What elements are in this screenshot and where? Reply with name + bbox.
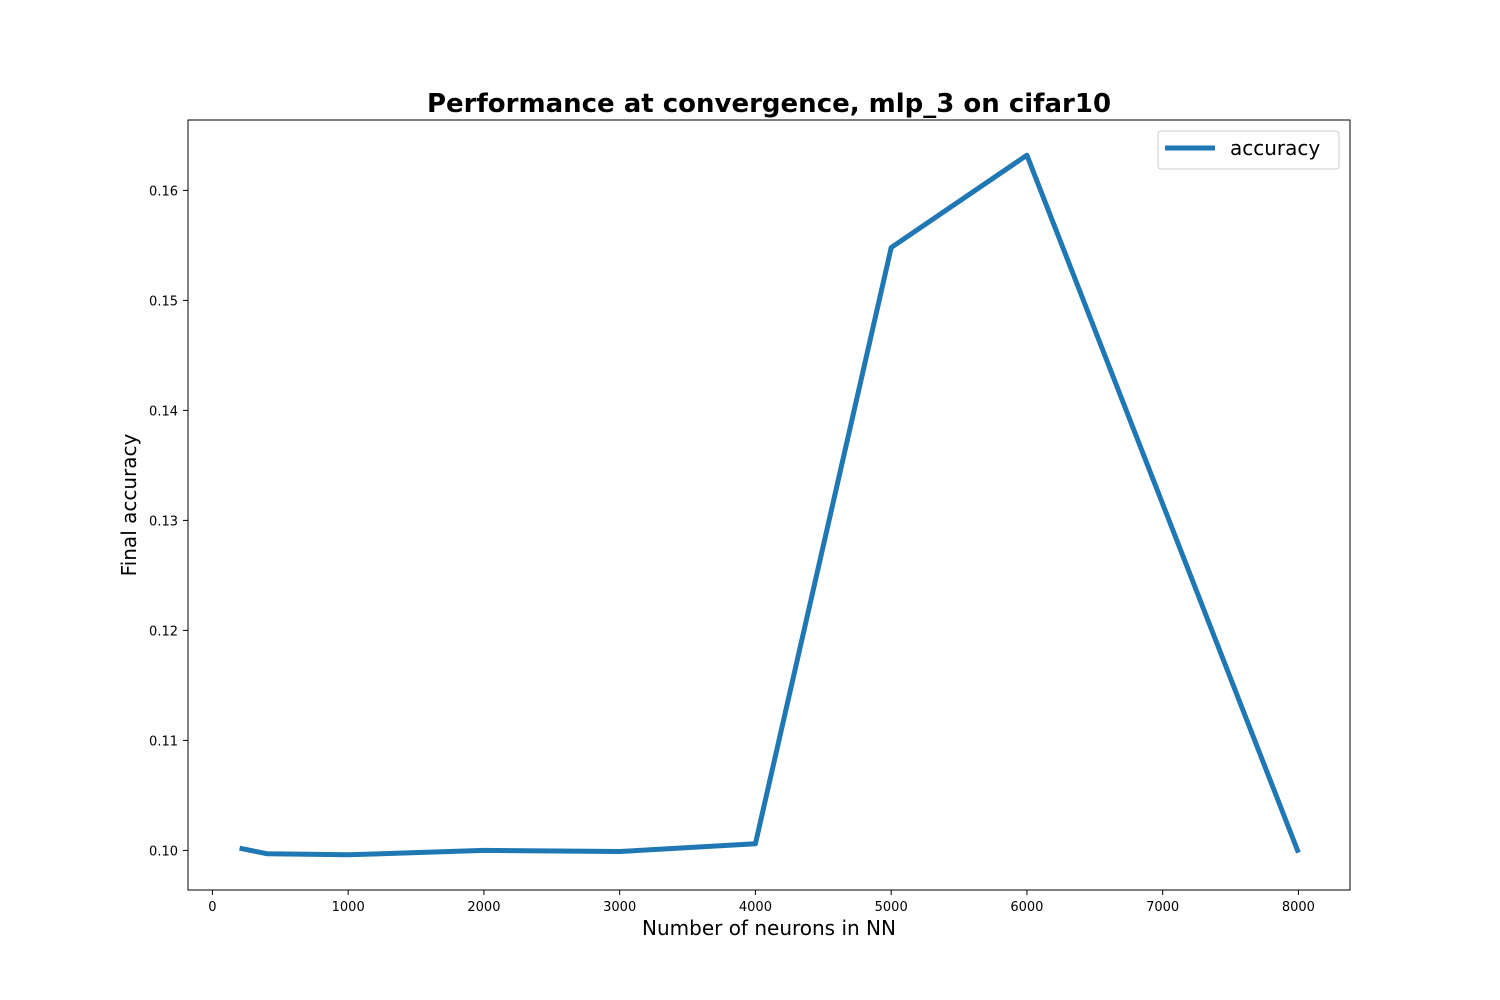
x-tick-label: 5000 [875,900,908,915]
axes-frame [187,119,1351,891]
y-tick-label: 0.10 [149,844,178,859]
y-tick-label: 0.14 [149,404,178,419]
x-axis-title: Number of neurons in NN [642,916,896,940]
legend-label-accuracy: accuracy [1230,136,1320,160]
x-tick-label: 2000 [467,900,500,915]
x-tick-label: 6000 [1010,900,1043,915]
x-tick-label: 8000 [1282,900,1315,915]
series-line-accuracy [239,152,1301,858]
y-tick-label: 0.12 [149,624,178,639]
x-tick-label: 3000 [603,900,636,915]
y-axis-title: Final accuracy [117,433,141,576]
y-tick-label: 0.16 [149,184,178,199]
x-tick-label: 7000 [1146,900,1179,915]
x-axis-ticks: 0 1000 2000 3000 4000 5000 6000 7000 8000 [208,890,1315,915]
series-layer [239,152,1301,858]
x-tick-label: 1000 [332,900,365,915]
x-tick-label: 0 [208,900,216,915]
plot-area: 0 1000 2000 3000 4000 5000 6000 7000 8000 0.100.… [149,119,1351,915]
chart-title: Performance at convergence, mlp_3 on cif… [427,89,1111,119]
y-tick-label: 0.13 [149,514,178,529]
legend-box [1157,130,1340,170]
legend: accuracy [1157,130,1340,170]
y-tick-label: 0.15 [149,294,178,309]
y-tick-label: 0.11 [149,734,178,749]
x-tick-label: 4000 [739,900,772,915]
y-axis-ticks: 0.10 0.11 0.12 0.13 0.14 0.15 0.16 [149,184,188,859]
